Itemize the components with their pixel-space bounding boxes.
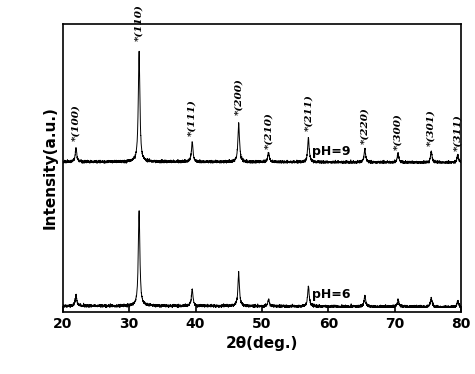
Text: *(200): *(200) xyxy=(234,79,243,115)
X-axis label: 2θ(deg.): 2θ(deg.) xyxy=(226,336,298,351)
Text: *(301): *(301) xyxy=(427,110,436,146)
Text: *(100): *(100) xyxy=(72,104,80,141)
Text: *(311): *(311) xyxy=(453,114,462,151)
Text: pH=6: pH=6 xyxy=(312,288,350,301)
Y-axis label: Intensity(a.u.): Intensity(a.u.) xyxy=(42,107,57,230)
Text: *(220): *(220) xyxy=(361,107,370,144)
Text: *(110): *(110) xyxy=(134,4,143,41)
Text: *(300): *(300) xyxy=(394,113,402,150)
Text: *(111): *(111) xyxy=(188,99,197,137)
Text: pH=9: pH=9 xyxy=(312,145,350,158)
Text: *(210): *(210) xyxy=(264,112,273,148)
Text: *(211): *(211) xyxy=(304,94,313,131)
